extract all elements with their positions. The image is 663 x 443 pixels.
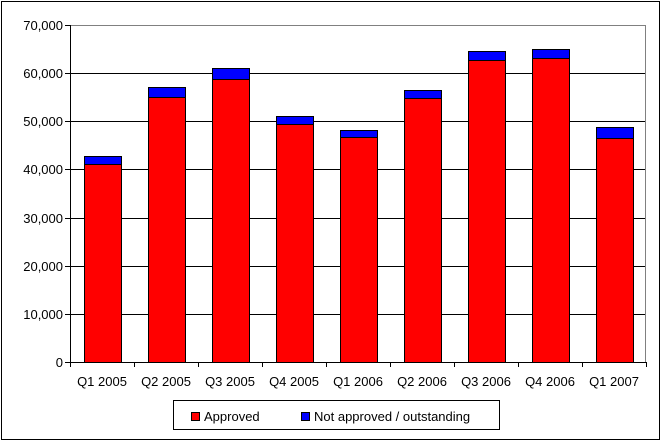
bar-not-approved: [276, 116, 314, 125]
x-tick-label: Q3 2006: [461, 374, 511, 389]
y-tick-label: 40,000: [23, 162, 63, 177]
legend-swatch-not-approved: [301, 411, 310, 421]
bar-not-approved: [340, 130, 378, 138]
legend-item-approved: Approved: [191, 408, 260, 424]
bar-not-approved: [404, 90, 442, 99]
x-tick-label: Q4 2006: [525, 374, 575, 389]
legend-swatch-approved: [191, 411, 200, 421]
bar-not-approved: [212, 68, 250, 80]
bar-approved: [84, 164, 122, 363]
y-tick-label: 20,000: [23, 259, 63, 274]
bar-approved: [532, 58, 570, 363]
bar-not-approved: [84, 156, 122, 165]
x-tick-label: Q1 2006: [333, 374, 383, 389]
x-tick-label: Q1 2007: [589, 374, 639, 389]
y-tick-label: 50,000: [23, 114, 63, 129]
bar-approved: [404, 98, 442, 363]
bar-not-approved: [596, 127, 634, 139]
x-tick-label: Q3 2005: [205, 374, 255, 389]
bar-approved: [276, 124, 314, 363]
legend-label-approved: Approved: [204, 408, 260, 424]
bar-not-approved: [468, 51, 506, 61]
legend-label-not-approved: Not approved / outstanding: [314, 408, 471, 424]
y-tick-label: 60,000: [23, 66, 63, 81]
bar-approved: [468, 60, 506, 363]
legend-item-not-approved: Not approved / outstanding: [301, 408, 470, 424]
bar-not-approved: [148, 87, 186, 98]
bar-approved: [340, 137, 378, 363]
x-tick-label: Q2 2005: [141, 374, 191, 389]
legend: Approved Not approved / outstanding: [173, 400, 500, 430]
y-tick-label: 0: [56, 355, 63, 370]
y-tick-label: 10,000: [23, 307, 63, 322]
bar-not-approved: [532, 49, 570, 59]
x-tick-label: Q2 2006: [397, 374, 447, 389]
y-tick-label: 70,000: [23, 18, 63, 33]
bar-approved: [148, 97, 186, 363]
bar-approved: [596, 138, 634, 363]
x-tick-label: Q4 2005: [269, 374, 319, 389]
x-tick-label: Q1 2005: [77, 374, 127, 389]
y-tick-label: 30,000: [23, 211, 63, 226]
bar-approved: [212, 79, 250, 363]
